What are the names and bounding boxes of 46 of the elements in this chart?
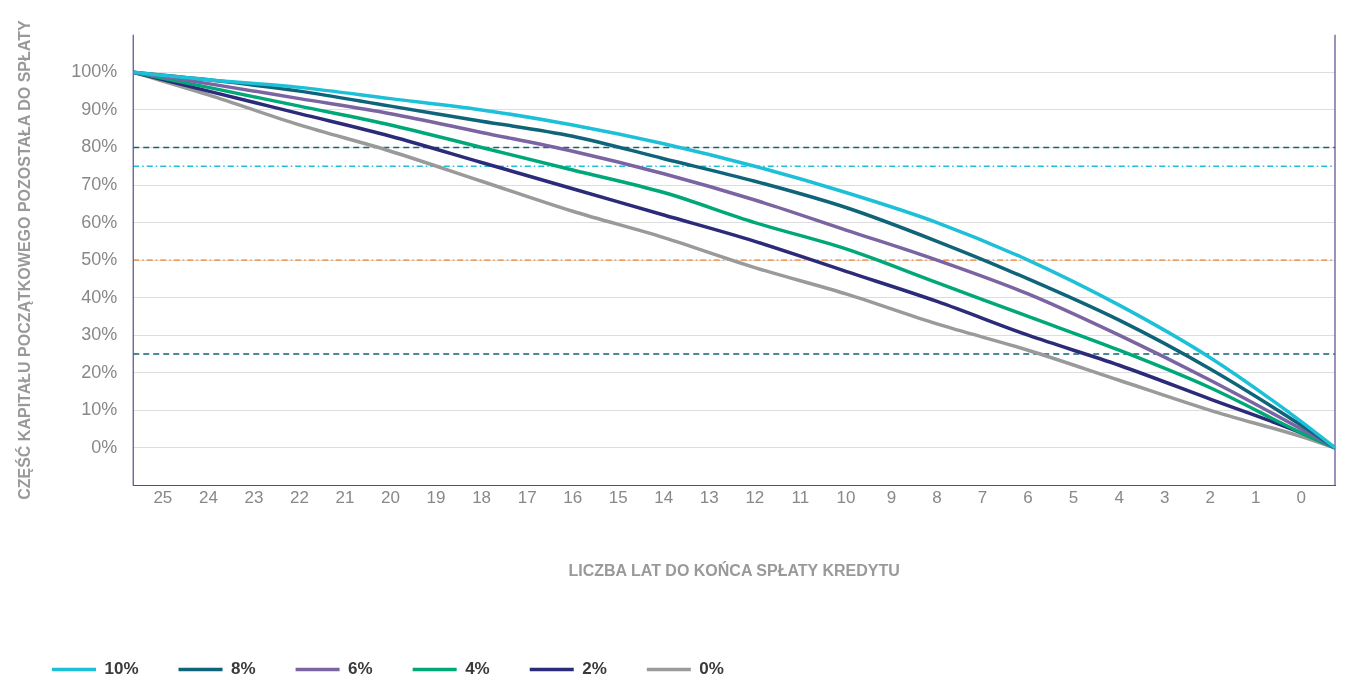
y-tick-label: 100% <box>71 61 118 82</box>
y-tick-label: 50% <box>81 249 118 270</box>
x-tick-label: 17 <box>517 488 537 508</box>
x-axis-title: LICZBA LAT DO KOŃCA SPŁATY KREDYTU <box>568 560 900 579</box>
x-tick-label: 4 <box>1114 488 1124 508</box>
y-tick-label: 0% <box>91 436 118 457</box>
x-tick-label: 22 <box>289 488 309 508</box>
x-tick-label: 23 <box>244 488 264 508</box>
x-tick-label: 24 <box>198 488 218 508</box>
y-tick-label: 80% <box>81 136 118 157</box>
x-tick-label: 16 <box>563 488 583 508</box>
x-tick-label: 12 <box>745 488 765 508</box>
y-tick-label: 70% <box>81 173 118 194</box>
legend-label: 6% <box>348 659 373 679</box>
x-tick-label: 9 <box>886 488 897 508</box>
y-tick-label: 30% <box>81 324 118 345</box>
legend-label: 10% <box>104 659 139 679</box>
x-tick-label: 10 <box>836 488 856 508</box>
legend-label: 2% <box>582 659 607 679</box>
y-axis-title: CZĘŚĆ KAPITAŁU POCZĄTKOWEGO POZOSTAŁA DO SPŁATY <box>15 20 34 500</box>
y-tick-label: 10% <box>81 399 118 420</box>
x-tick-label: 21 <box>335 488 355 508</box>
x-tick-label: 5 <box>1068 488 1079 508</box>
x-tick-label: 13 <box>699 488 719 508</box>
legend-label: 8% <box>231 659 256 679</box>
x-tick-label: 7 <box>977 488 988 508</box>
x-tick-label: 19 <box>426 488 446 508</box>
y-tick-label: 20% <box>81 361 118 382</box>
x-tick-label: 1 <box>1251 488 1261 508</box>
y-tick-label: 60% <box>81 211 118 232</box>
x-tick-label: 18 <box>472 488 492 508</box>
y-tick-label: 90% <box>81 98 118 119</box>
x-tick-label: 15 <box>608 488 628 508</box>
legend-label: 4% <box>465 659 490 679</box>
x-tick-label: 20 <box>381 488 400 508</box>
x-tick-label: 8 <box>932 488 942 508</box>
x-tick-label: 6 <box>1023 488 1033 508</box>
legend-label: 0% <box>699 659 724 679</box>
x-tick-label: 14 <box>654 488 674 508</box>
x-tick-label: 25 <box>153 488 173 508</box>
x-tick-label: 2 <box>1205 488 1215 508</box>
line-series <box>133 70 1335 450</box>
x-tick-label: 3 <box>1159 488 1170 508</box>
y-tick-label: 40% <box>81 286 118 307</box>
x-tick-label: 11 <box>791 488 810 508</box>
x-tick-label: 0 <box>1296 488 1307 508</box>
